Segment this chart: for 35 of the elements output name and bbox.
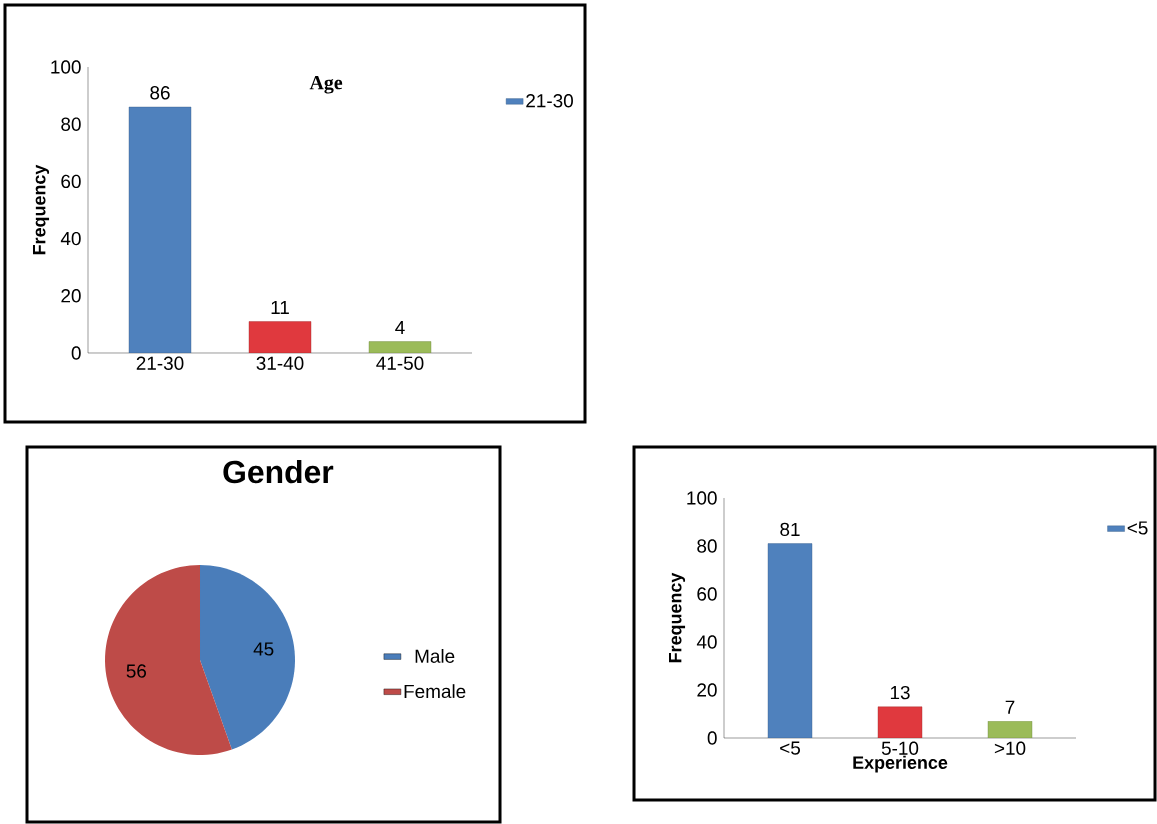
y-tick-label: 60: [697, 587, 717, 601]
data-label: 45: [253, 642, 274, 656]
data-label: 81: [780, 522, 800, 537]
legend-label: Male: [415, 648, 455, 663]
y-tick-label: 20: [61, 289, 81, 303]
y-tick-label: 80: [61, 117, 81, 131]
y-tick-label: 100: [687, 491, 717, 505]
data-label: 13: [890, 685, 910, 700]
chart-title: Age: [309, 75, 343, 94]
legend-label: 21-30: [526, 94, 573, 108]
data-label: 11: [271, 301, 289, 315]
chart-title: Gender: [223, 459, 334, 484]
y-tick-label: 80: [697, 539, 717, 553]
y-tick-label: 0: [707, 731, 717, 745]
data-label: 56: [126, 664, 147, 678]
x-axis-title: Experience: [853, 755, 948, 773]
y-tick-label: 100: [51, 60, 81, 74]
legend-label: <5: [1127, 521, 1148, 535]
data-label: 7: [1005, 700, 1015, 714]
y-tick-label: 0: [71, 346, 81, 360]
x-tick-label: <5: [780, 741, 801, 755]
x-tick-label: 31-40: [256, 356, 304, 370]
y-tick-label: 40: [60, 231, 81, 246]
x-tick-label: 21-30: [136, 356, 184, 370]
data-label: 4: [395, 321, 405, 335]
x-tick-label: >10: [994, 741, 1026, 755]
data-label: 86: [150, 86, 170, 100]
y-tick-label: 20: [697, 683, 717, 697]
y-tick-label: 40: [696, 635, 717, 649]
x-tick-label: 5-10: [881, 741, 919, 755]
y-tick-label: 60: [61, 174, 81, 189]
x-tick-label: 41-50: [376, 356, 424, 370]
legend-label: Female: [404, 684, 466, 699]
y-axis-title: Frequency: [32, 164, 50, 255]
y-axis-title: Frequency: [669, 572, 686, 663]
